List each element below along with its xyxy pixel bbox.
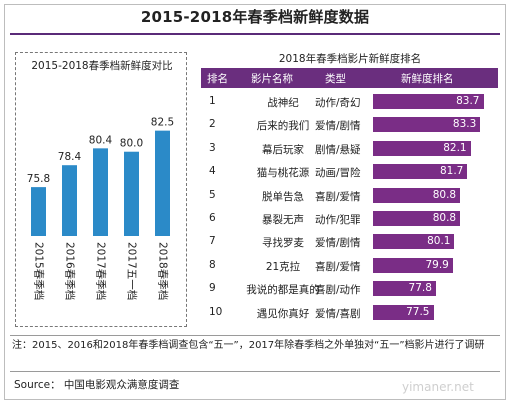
score-label: 80.1 <box>427 235 451 248</box>
bar-1 <box>31 187 46 236</box>
figure-frame <box>4 4 506 400</box>
score-label: 83.7 <box>456 95 480 107</box>
category-label: 2015春季档 <box>33 242 46 300</box>
table-row: 6 暴裂无声 动作/犯罪 80.8 <box>201 207 498 231</box>
table-row: 2 后来的我们 爱情/剧情 83.3 <box>201 113 498 137</box>
table-row: 5 脱单告急 喜剧/爱情 80.8 <box>201 184 498 208</box>
rank-cell: 3 <box>209 141 216 154</box>
genre-cell: 喜剧/爱情 <box>315 260 361 273</box>
film-name-cell: 寻找罗麦 <box>262 237 304 250</box>
note-divider <box>10 335 500 336</box>
bar-value-label: 80.0 <box>120 138 143 150</box>
genre-cell: 动作/犯罪 <box>315 214 361 226</box>
score-bar: 83.7 <box>373 94 484 109</box>
category-label: 2016春季档 <box>64 242 77 300</box>
score-label: 80.8 <box>432 212 457 224</box>
header-score: 新鲜度排名 <box>401 73 454 85</box>
rank-cell: 5 <box>209 188 216 201</box>
film-name-cell: 脱单告急 <box>262 190 304 203</box>
table-row: 4 猫与桃花源 动画/冒险 81.7 <box>201 160 498 184</box>
rank-cell: 9 <box>209 282 216 295</box>
genre-cell: 动作/奇幻 <box>315 97 361 109</box>
score-label: 79.9 <box>425 258 449 271</box>
score-bar: 77.5 <box>373 304 434 320</box>
ranking-table-header: 排名 影片名称 类型 新鲜度排名 <box>201 68 498 88</box>
rank-cell: 8 <box>209 258 216 271</box>
header-film: 影片名称 <box>251 73 293 85</box>
rank-cell: 6 <box>209 212 216 224</box>
bar-4 <box>124 151 139 236</box>
bar-value-label: 82.5 <box>151 117 174 129</box>
table-row: 10 遇见你真好 爱情/喜剧 77.5 <box>201 301 498 325</box>
bar-2 <box>62 165 77 236</box>
genre-cell: 爱情/剧情 <box>315 237 361 250</box>
bar-value-label: 80.4 <box>89 134 113 146</box>
film-name-cell: 暴裂无声 <box>262 214 304 226</box>
score-label: 77.8 <box>408 282 432 295</box>
score-bar: 80.8 <box>373 187 461 203</box>
freshness-comparison-chart: 2015-2018春季档新鲜度对比 75.8 2015春季档 78.4 2016春季档… <box>15 52 187 327</box>
score-bar: 83.3 <box>373 117 481 133</box>
score-bar: 82.1 <box>373 140 471 156</box>
film-name-cell: 遇见你真好 <box>256 307 310 320</box>
score-label: 80.8 <box>432 188 457 201</box>
watermark: yimaner.net <box>402 380 474 394</box>
table-row: 9 我说的都是真的 喜剧/动作 77.8 <box>201 277 498 301</box>
score-bar: 77.8 <box>373 281 436 297</box>
score-label: 83.3 <box>452 118 477 131</box>
score-label: 82.1 <box>443 141 467 154</box>
footnote: 注：2015、2016和2018年春季档调查包含“五一”，2017年除春季档之外… <box>12 340 485 351</box>
genre-cell: 剧情/悬疑 <box>315 143 361 156</box>
film-name-cell: 我说的都是真的 <box>246 284 320 297</box>
film-name-cell: 21克拉 <box>265 260 301 273</box>
genre-cell: 喜剧/动作 <box>315 284 361 297</box>
score-bar: 81.7 <box>373 164 468 180</box>
table-row: 3 幕后玩家 剧情/悬疑 82.1 <box>201 137 498 161</box>
score-label: 81.7 <box>439 165 464 178</box>
score-bar: 80.8 <box>373 211 461 226</box>
film-name-cell: 猫与桃花源 <box>256 167 310 180</box>
bar-value-label: 75.8 <box>27 173 50 185</box>
bar-value-label: 78.4 <box>58 151 82 163</box>
category-label: 2018春季档 <box>157 242 170 300</box>
source-line: Source： 中国电影观众满意度调查 <box>14 379 180 391</box>
score-bar: 80.1 <box>373 234 455 250</box>
genre-cell: 喜剧/爱情 <box>315 190 361 203</box>
bar-3 <box>93 148 108 236</box>
score-bar: 79.9 <box>373 257 453 273</box>
table-row: 7 寻找罗麦 爱情/剧情 80.1 <box>201 230 498 254</box>
film-name-cell: 战神纪 <box>267 97 299 109</box>
rank-cell: 10 <box>209 305 223 318</box>
rank-cell: 7 <box>209 235 216 248</box>
source-divider <box>10 371 500 372</box>
genre-cell: 动画/冒险 <box>315 167 361 180</box>
chart-title: 2015-2018春季档新鲜度对比 <box>31 60 173 72</box>
film-name-cell: 后来的我们 <box>256 120 310 133</box>
title-divider <box>10 33 500 35</box>
header-genre: 类型 <box>325 73 346 85</box>
rank-cell: 2 <box>209 118 216 131</box>
score-label: 77.5 <box>406 305 430 318</box>
header-rank: 排名 <box>207 73 228 85</box>
rank-cell: 4 <box>209 165 216 178</box>
rank-cell: 1 <box>209 95 216 107</box>
bar-5 <box>155 130 170 236</box>
genre-cell: 爱情/剧情 <box>315 120 361 133</box>
ranking-table-title: 2018年春季档影片新鲜度排名 <box>278 53 422 65</box>
bar-chart-canvas: 75.8 2015春季档 78.4 2016春季档 80.4 2017春季档 80.0 201… <box>27 117 174 301</box>
film-name-cell: 幕后玩家 <box>262 143 304 156</box>
category-label: 2017春季档 <box>95 242 108 300</box>
table-row: 8 21克拉 喜剧/爱情 79.9 <box>201 254 498 278</box>
genre-cell: 爱情/喜剧 <box>315 307 361 320</box>
table-row: 1 战神纪 动作/奇幻 83.7 <box>201 90 498 114</box>
page-title: 2015-2018年春季档新鲜度数据 <box>140 8 370 26</box>
category-label: 2017五一档 <box>126 242 139 300</box>
